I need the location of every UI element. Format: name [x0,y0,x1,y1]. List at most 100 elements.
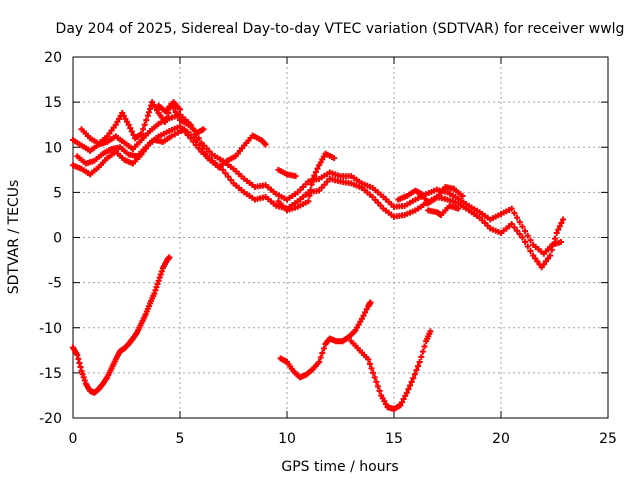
data-point [362,309,369,316]
data-point [558,219,565,226]
data-point [403,389,410,396]
data-point [262,141,269,148]
data-point [408,378,415,385]
data-point [156,274,163,281]
data-point [162,118,169,125]
data-point [187,131,194,138]
data-point [202,150,209,157]
data-point [411,371,418,378]
y-axis-label: SDTVAR / TECUs [6,180,22,295]
series-upper-band-g [425,202,462,218]
data-point [405,386,412,393]
data-point [219,166,226,173]
data-point [459,192,466,199]
data-point [415,363,422,370]
y-tick-label: -5 [48,276,62,292]
data-point [141,121,148,128]
data-point [519,223,526,230]
data-point [367,299,374,306]
data-point [172,109,179,116]
data-point [306,192,313,199]
data-point [130,131,137,138]
data-point [402,392,409,399]
series-upper-band-e [275,166,299,180]
axis-ticks: 0 5 10 15 20 25 -20 -15 -10 -5 0 5 10 15 20 [39,50,617,447]
y-tick-label: 20 [44,50,62,66]
series-upper-band-c [74,126,269,171]
data-point [157,271,164,278]
data-point [319,350,326,357]
data-point [556,223,563,230]
data-point [514,227,521,234]
x-tick-label: 20 [492,431,510,447]
data-point [165,109,172,116]
data-point [331,155,338,162]
data-point [557,239,564,246]
data-point [371,374,378,381]
data-point [522,228,529,235]
data-point [152,287,159,294]
data-series [70,99,567,412]
data-point [311,172,318,179]
data-point [418,353,425,360]
data-point [74,351,81,358]
data-point [305,198,312,205]
data-point [314,165,321,172]
data-point [316,359,323,366]
data-point [153,284,160,291]
data-point [514,214,521,221]
grid [73,57,608,418]
data-point [547,252,554,259]
data-point [171,131,178,138]
x-tick-label: 5 [176,431,185,447]
data-point [508,205,515,212]
data-point [317,354,324,361]
series-lower-arc-1 [70,254,173,396]
y-tick-label: -15 [39,366,62,382]
data-point [151,290,158,297]
data-point [524,232,531,239]
data-point [360,312,367,319]
data-point [80,374,87,381]
data-point [553,229,560,236]
data-point [527,237,534,244]
data-point [174,129,181,136]
data-point [376,387,383,394]
data-point [79,371,86,378]
y-tick-label: -20 [39,411,62,427]
data-point [427,328,434,335]
data-point [144,112,151,119]
data-point [421,343,428,350]
data-point [552,235,559,242]
data-point [373,378,380,385]
data-point [308,181,315,188]
data-point [292,173,299,180]
data-point [143,117,150,124]
data-point [225,173,232,180]
series-upper-band-f [395,183,466,207]
data-point [400,396,407,403]
series-lower-arc-2 [277,299,374,381]
data-point [78,368,85,375]
data-point [158,268,165,275]
data-point [374,383,381,390]
x-tick-label: 25 [599,431,617,447]
data-point [147,105,154,112]
data-point [190,134,197,141]
data-point [166,254,173,261]
data-point [511,224,518,231]
chart-title: Day 204 of 2025, Sidereal Day-to-day VTE… [56,21,625,37]
data-point [140,126,147,133]
data-point [200,126,207,133]
data-point [77,364,84,371]
data-point [320,345,327,352]
data-point [365,356,372,363]
data-point [127,125,134,132]
data-point [410,375,417,382]
data-point [181,126,188,133]
x-tick-label: 15 [385,431,403,447]
data-point [312,169,319,176]
data-point [519,234,526,241]
data-point [154,280,161,287]
data-point [407,382,414,389]
